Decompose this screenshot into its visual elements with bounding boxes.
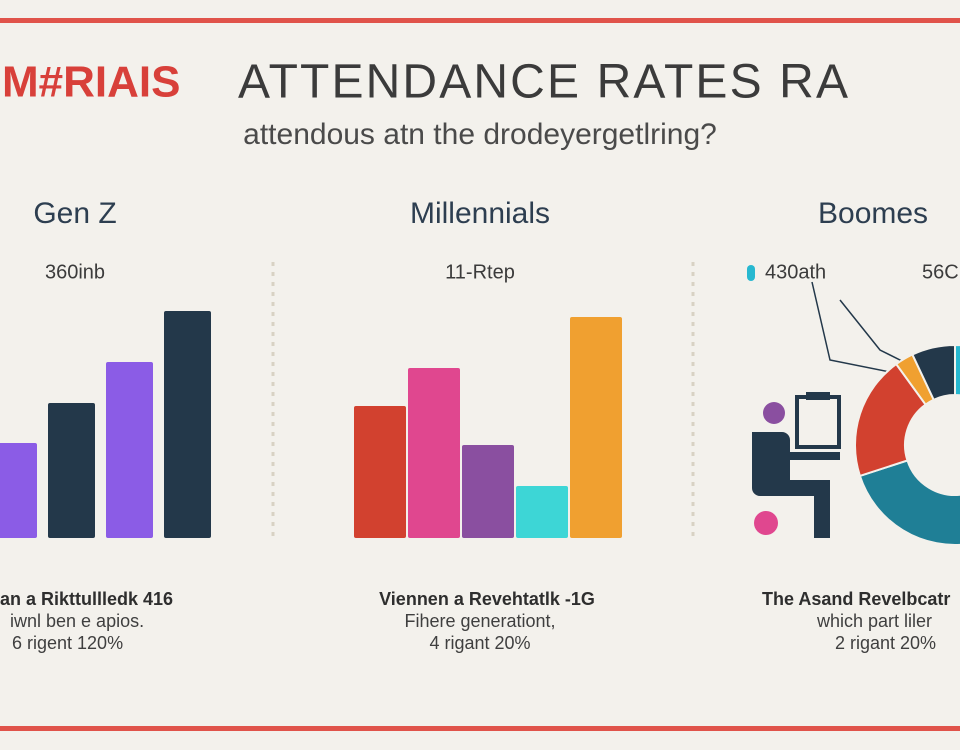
caption: 4 rigant 20%	[429, 633, 530, 653]
bar	[516, 486, 568, 538]
donut-segment	[854, 362, 928, 478]
chart-title: Gen Z	[33, 197, 116, 230]
chart-title: Boomes	[818, 197, 928, 230]
caption: 6 rigent 120%	[12, 633, 123, 653]
bar	[408, 368, 460, 538]
donut-label: 430ath	[765, 261, 826, 283]
donut-segment	[954, 343, 960, 397]
bar	[48, 403, 95, 538]
bar	[0, 443, 37, 538]
caption: 2 rigant 20%	[835, 633, 936, 653]
caption: Viennen a Revehtatlk -1G	[379, 589, 595, 609]
chart-title: Millennials	[410, 197, 550, 230]
person-illustration	[752, 392, 841, 538]
bar	[570, 317, 622, 538]
chart-subtitle: 11-Rtep	[445, 261, 515, 283]
caption: The Asand Revelbcatr	[762, 589, 950, 609]
caption: an a Rikttullledk 416	[0, 589, 173, 609]
caption: Fihere generationt,	[404, 611, 555, 631]
leader-lines	[811, 281, 911, 376]
logo: M#RIAIS	[2, 58, 180, 107]
chart-subtitle: 360inb	[45, 261, 105, 283]
bar	[462, 445, 514, 538]
bottom-border	[0, 726, 960, 731]
bar	[164, 311, 211, 538]
legend-dot	[747, 265, 755, 281]
donut-label: 56C	[922, 261, 959, 283]
bar	[354, 406, 406, 538]
bar	[106, 362, 153, 538]
title: ATTENDANCE RATES RA	[238, 56, 848, 109]
top-border	[0, 18, 960, 23]
donut-segment	[858, 459, 960, 546]
donut-segment	[911, 343, 956, 402]
subtitle: attendous atn the drodeyergetlring?	[243, 118, 717, 151]
caption: iwnl ben e apios.	[10, 611, 144, 631]
caption: which part liler	[816, 611, 932, 631]
